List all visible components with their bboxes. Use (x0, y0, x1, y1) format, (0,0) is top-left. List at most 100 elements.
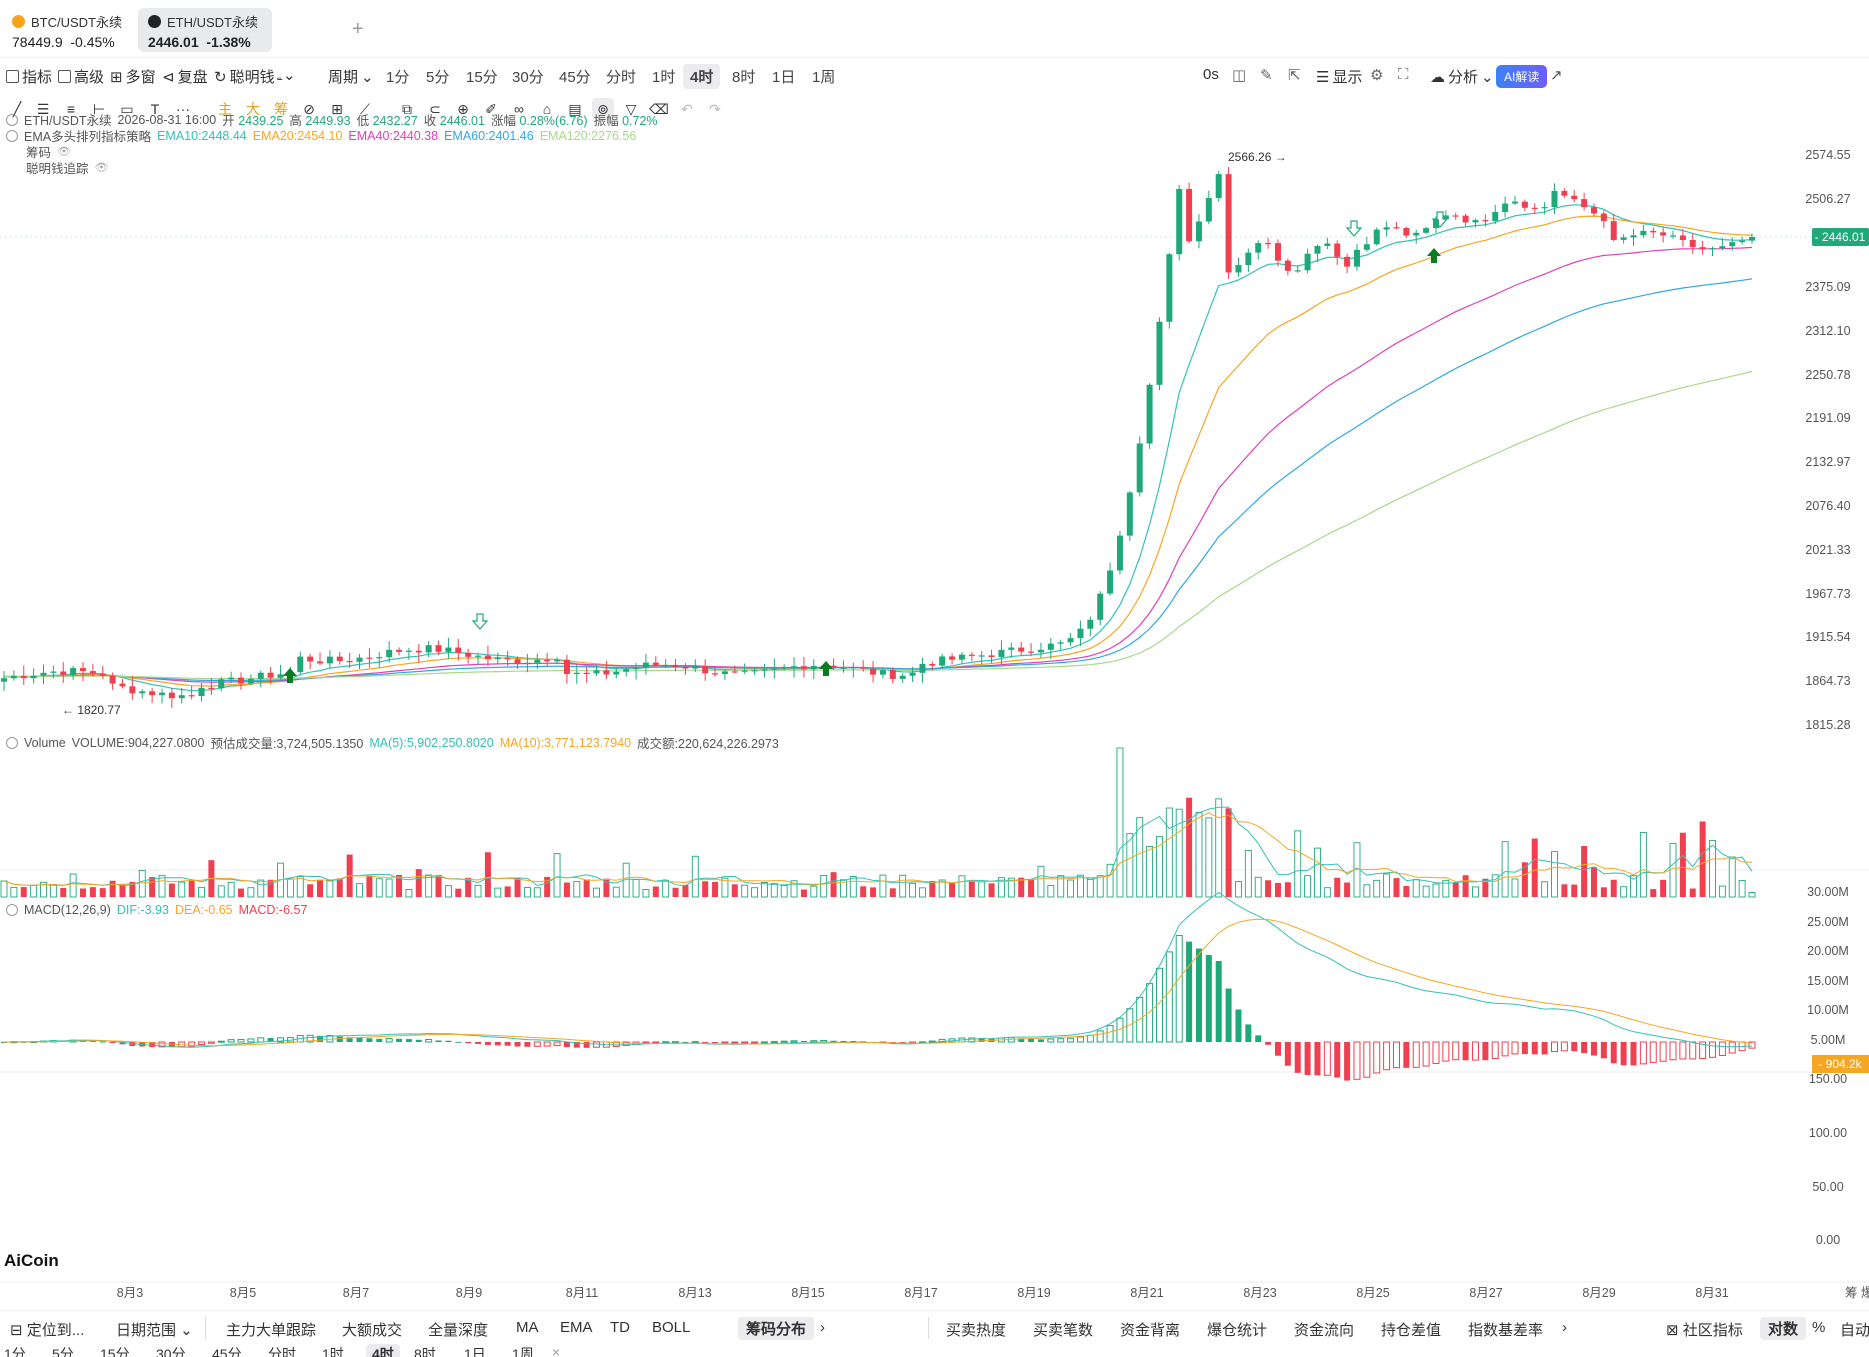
data-tab-2[interactable]: 资金背离 (1120, 1322, 1181, 1339)
analysis-button[interactable]: ☁ 分析 ⌄ (1430, 68, 1494, 87)
text-tool-icon[interactable]: T (150, 101, 160, 117)
link-icon[interactable]: ∞ (514, 101, 524, 117)
indicator-button[interactable]: 指标 (6, 66, 52, 87)
tab-eth-usdt[interactable]: ETH/USDT永续 2446.01 -1.38% (138, 8, 272, 52)
compare-icon[interactable]: ⊘ (303, 100, 315, 117)
lock-icon[interactable]: ⌂ (542, 101, 552, 117)
auto-toggle[interactable]: 自动 (1840, 1322, 1869, 1339)
bottom-period-4[interactable]: 45分 (212, 1346, 242, 1357)
magnet-icon[interactable]: ⊂ (429, 100, 441, 117)
chart-type-select[interactable]: ꜡⌄ (280, 66, 296, 84)
add-tab-button[interactable]: + (352, 18, 364, 40)
scroll-right-icon[interactable]: › (820, 1319, 825, 1336)
bottom-period-6[interactable]: 1时 (322, 1346, 344, 1357)
period-1[interactable]: 5分 (426, 69, 450, 86)
collapse-icon[interactable] (6, 736, 18, 749)
data-tab-6[interactable]: 指数基差率 (1468, 1322, 1544, 1339)
multi-window-button[interactable]: ⊞ 多窗 (110, 68, 156, 87)
parallel-lines-icon[interactable]: ☰ (36, 100, 50, 117)
copy-icon[interactable]: ⧉ (402, 100, 412, 117)
period-8[interactable]: 8时 (732, 69, 756, 86)
bottom-period-10[interactable]: 1周 (512, 1346, 534, 1357)
pen-icon[interactable]: ✎ (1260, 67, 1273, 84)
collapse-icon[interactable] (6, 129, 18, 142)
more-icon[interactable]: ··· (176, 101, 190, 117)
candle-body (1156, 321, 1163, 385)
period-2[interactable]: 15分 (466, 69, 498, 86)
trend-icon[interactable]: ↗ (1550, 67, 1563, 84)
measure-icon[interactable]: ⟋ (360, 100, 370, 117)
eye-icon[interactable]: 👁 (57, 146, 71, 158)
camera-icon[interactable]: ◫ (1232, 67, 1247, 84)
redo-icon[interactable]: ↷ (709, 100, 721, 117)
date-range-select[interactable]: 日期范围 ⌄ (116, 1322, 193, 1339)
zoom-icon[interactable]: ⊕ (457, 100, 469, 117)
brush-icon[interactable]: ✐ (485, 100, 497, 117)
collapse-icon[interactable] (6, 113, 18, 126)
collapse-icon[interactable] (6, 904, 18, 916)
horizontal-line-icon[interactable]: ⊢ (92, 100, 106, 117)
period-4[interactable]: 45分 (559, 69, 591, 86)
rectangle-icon[interactable]: ▭ (120, 100, 134, 117)
tab-btc-usdt[interactable]: BTC/USDT永续 78449.9 -0.45% (2, 8, 134, 52)
hide-icon[interactable]: ⊚ (592, 98, 614, 120)
chip-tool-9[interactable]: 筹 (274, 101, 288, 117)
display-button[interactable]: ☰ 显示 (1316, 68, 1363, 87)
percent-toggle[interactable]: % (1812, 1319, 1826, 1336)
data-tab-1[interactable]: 买卖笔数 (1033, 1322, 1094, 1339)
indicator-tab-2[interactable]: 全量深度 (428, 1322, 489, 1339)
indicator-tab-5[interactable]: TD (610, 1319, 630, 1336)
advanced-button[interactable]: 高级 (58, 66, 104, 87)
period-0[interactable]: 1分 (386, 69, 410, 86)
community-indicator-button[interactable]: ⊠ 社区指标 (1666, 1322, 1743, 1339)
bottom-period-3[interactable]: 30分 (156, 1346, 186, 1357)
fullscreen-icon[interactable]: ⛶ (1398, 66, 1409, 83)
bottom-period-2[interactable]: 15分 (100, 1346, 130, 1357)
bottom-period-7[interactable]: 4时 (366, 1344, 400, 1357)
period-3[interactable]: 30分 (512, 69, 544, 86)
indicator-tab-1[interactable]: 大额成交 (342, 1322, 403, 1339)
settings-icon[interactable]: ⚙ (1370, 67, 1384, 84)
fib-icon[interactable]: ≡ (66, 101, 76, 117)
filter-icon[interactable]: ▽ (625, 100, 637, 117)
ai-interpret-button[interactable]: AI解读 (1496, 65, 1548, 88)
bottom-period-8[interactable]: 8时 (414, 1346, 436, 1357)
scroll-right-icon[interactable]: › (1562, 1319, 1567, 1336)
data-tab-5[interactable]: 持仓差值 (1381, 1322, 1442, 1339)
bottom-period-5[interactable]: 分时 (268, 1346, 296, 1357)
data-tab-0[interactable]: 买卖热度 (946, 1322, 1007, 1339)
replay-button[interactable]: ⊲ 复盘 (162, 68, 208, 87)
macd-bar (1205, 954, 1212, 1042)
trend-line-icon[interactable]: ╱ (12, 100, 22, 117)
bottom-period-0[interactable]: 1分 (4, 1346, 26, 1357)
period-6[interactable]: 1时 (652, 69, 676, 86)
bottom-period-9[interactable]: 1日 (464, 1346, 486, 1357)
layout-icon[interactable]: ▤ (568, 100, 582, 117)
period-5[interactable]: 分时 (606, 69, 637, 86)
period-10[interactable]: 1周 (812, 69, 836, 86)
ruler-icon[interactable]: ⊞ (331, 100, 343, 117)
eye-icon[interactable]: 👁 (94, 162, 109, 174)
period-9[interactable]: 1日 (772, 69, 796, 86)
smart-money-button[interactable]: ↻ 聪明钱 (214, 68, 275, 87)
price-chart[interactable]: 2574.55 2506.27 2375.09 2312.10 2250.78 2191.… (0, 0, 1869, 1310)
bottom-period-1[interactable]: 5分 (52, 1346, 74, 1357)
indicator-tab-7[interactable]: 筹码分布 (738, 1317, 815, 1340)
locate-button[interactable]: ⊟ 定位到... (10, 1322, 85, 1339)
indicator-tab-6[interactable]: BOLL (652, 1319, 691, 1336)
candle-body (1205, 198, 1212, 222)
chip-tool-8[interactable]: 大 (246, 101, 260, 117)
chip-tool-7[interactable]: 主 (218, 101, 232, 117)
log-scale-toggle[interactable]: 对数 (1760, 1317, 1807, 1340)
bottom-period-11[interactable]: × (552, 1344, 561, 1357)
period-7[interactable]: 4时 (683, 64, 721, 89)
indicator-tab-3[interactable]: MA (516, 1319, 539, 1336)
data-tab-4[interactable]: 资金流向 (1294, 1322, 1355, 1339)
trash-icon[interactable]: ⌫ (649, 100, 669, 117)
indicator-tab-0[interactable]: 主力大单跟踪 (226, 1322, 317, 1339)
data-tab-3[interactable]: 爆仓统计 (1207, 1322, 1268, 1339)
period-select[interactable]: 周期 ⌄ (328, 68, 374, 87)
undo-icon[interactable]: ↶ (681, 100, 693, 117)
export-icon[interactable]: ⇱ (1288, 67, 1301, 84)
indicator-tab-4[interactable]: EMA (560, 1319, 593, 1336)
